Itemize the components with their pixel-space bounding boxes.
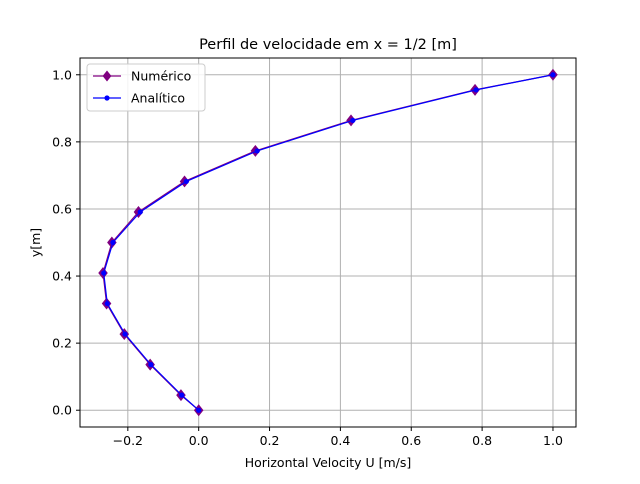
data-point-marker	[137, 209, 143, 215]
plot-frame	[79, 57, 577, 428]
x-tick-label: 0.6	[401, 433, 421, 448]
series-layer	[98, 68, 558, 417]
data-point-marker	[183, 178, 189, 185]
axis-ticks: −0.2 0.0 0.2 0.4 0.6 0.8 1.0 0.0 0.2 0.4 0.6 0.8 1.0	[52, 67, 563, 448]
x-tick-label: −0.2	[113, 433, 143, 448]
series-2	[101, 72, 556, 413]
series-line	[102, 74, 554, 411]
legend: Numérico Analítico	[86, 63, 206, 112]
x-tick-label: 0.4	[330, 433, 350, 448]
data-point-marker	[110, 239, 116, 246]
legend-marker	[104, 95, 110, 101]
grid	[80, 58, 576, 427]
data-point-marker	[473, 87, 479, 93]
legend-entry: Numérico	[93, 69, 191, 84]
chart-title: Perfil de velocidade em x = 1/2 [m]	[199, 37, 457, 53]
legend-label: Numérico	[131, 69, 191, 84]
y-tick-label: 1.0	[52, 67, 72, 82]
y-axis-label: y[m]	[28, 228, 43, 257]
legend-entry: Analítico	[93, 91, 185, 106]
x-tick-label: 0.2	[260, 433, 280, 448]
data-point-marker	[350, 117, 356, 123]
y-tick-label: 0.6	[52, 201, 72, 216]
data-point-marker	[179, 392, 185, 398]
series-1	[98, 68, 558, 417]
x-tick-label: 1.0	[543, 433, 563, 448]
data-point-marker	[148, 362, 154, 368]
data-point-marker	[122, 331, 128, 337]
x-axis-label: Horizontal Velocity U [m/s]	[245, 455, 412, 470]
legend-label: Analítico	[131, 91, 185, 106]
data-point-marker	[101, 270, 107, 276]
y-tick-label: 0.2	[52, 336, 72, 351]
legend-marker	[102, 70, 112, 82]
y-tick-label: 0.0	[52, 403, 72, 418]
series-line	[103, 74, 554, 411]
data-point-marker	[550, 72, 556, 78]
data-point-marker	[196, 407, 202, 413]
y-tick-label: 0.8	[52, 134, 72, 149]
data-point-marker	[254, 148, 260, 154]
x-tick-label: 0.8	[472, 433, 492, 448]
x-tick-label: 0.0	[189, 433, 209, 448]
data-point-marker	[104, 300, 110, 307]
y-tick-label: 0.4	[52, 269, 72, 284]
